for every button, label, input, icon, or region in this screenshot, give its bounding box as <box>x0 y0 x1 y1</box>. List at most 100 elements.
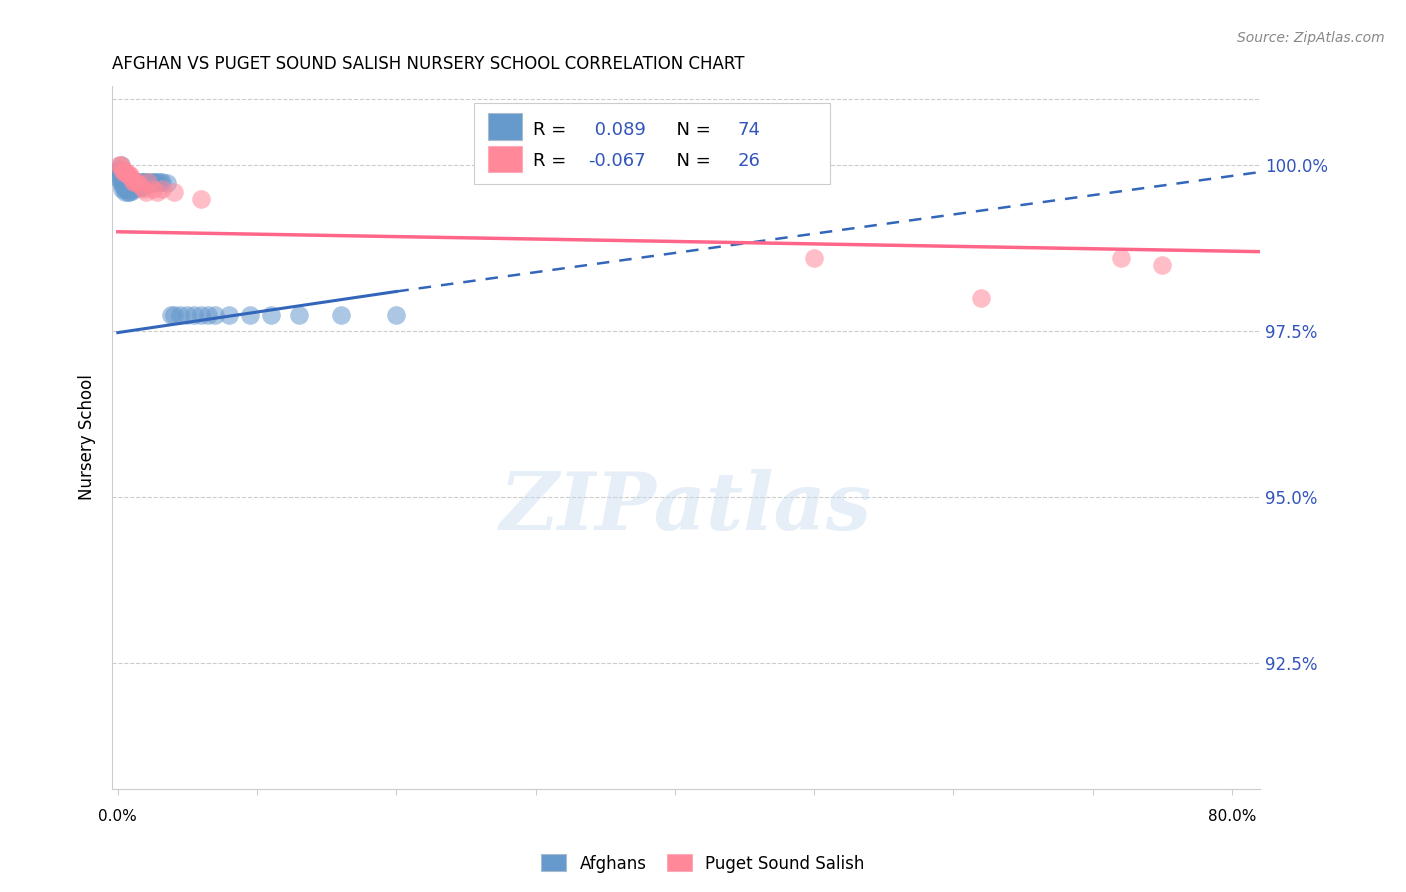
Point <box>121 173 143 187</box>
Text: R =: R = <box>533 152 572 170</box>
Point <box>117 169 139 183</box>
Text: -0.067: -0.067 <box>589 152 647 170</box>
Text: 0.089: 0.089 <box>589 121 645 139</box>
Point <box>110 158 132 172</box>
Point <box>122 181 145 195</box>
Point <box>112 165 135 179</box>
Point <box>128 180 150 194</box>
Point <box>134 175 156 189</box>
Point <box>115 169 138 183</box>
Point <box>132 175 155 189</box>
Point <box>107 165 129 179</box>
Point <box>159 308 181 322</box>
Point <box>138 175 160 189</box>
Point <box>385 308 408 322</box>
Point <box>142 175 165 189</box>
Point <box>190 192 212 206</box>
Point <box>122 175 145 189</box>
Point <box>127 180 149 194</box>
Point <box>115 181 138 195</box>
Point <box>288 308 311 322</box>
Point <box>114 165 136 179</box>
Point <box>111 169 134 183</box>
Text: N =: N = <box>665 152 717 170</box>
Point <box>111 178 134 193</box>
Text: 74: 74 <box>738 121 761 139</box>
Point <box>1109 252 1132 266</box>
Point <box>138 175 160 189</box>
Point <box>142 181 165 195</box>
Text: 26: 26 <box>738 152 761 170</box>
Point <box>146 175 169 189</box>
Point <box>118 169 141 183</box>
Point <box>150 181 173 195</box>
Point <box>125 179 148 194</box>
Y-axis label: Nursery School: Nursery School <box>79 375 96 500</box>
Point <box>146 185 169 199</box>
Text: R =: R = <box>533 121 572 139</box>
Point <box>162 308 184 322</box>
Point <box>131 175 153 189</box>
Point <box>329 308 352 322</box>
Point <box>122 175 145 189</box>
Text: N =: N = <box>665 121 717 139</box>
Point <box>239 308 262 322</box>
Text: 0.0%: 0.0% <box>98 809 138 824</box>
Point <box>1152 258 1174 272</box>
Text: ZIPatlas: ZIPatlas <box>501 469 872 547</box>
Point <box>127 176 149 190</box>
Point <box>120 169 142 183</box>
Point <box>110 175 132 189</box>
Point <box>114 185 136 199</box>
Bar <box>488 145 522 172</box>
Text: 80.0%: 80.0% <box>1208 809 1256 824</box>
Point <box>162 185 184 199</box>
Point <box>112 175 135 189</box>
Point <box>150 175 173 189</box>
Point <box>204 308 226 322</box>
Point <box>118 185 141 199</box>
Point <box>108 158 131 172</box>
Text: Source: ZipAtlas.com: Source: ZipAtlas.com <box>1237 31 1385 45</box>
Point <box>132 179 155 194</box>
Point <box>114 169 136 183</box>
Point <box>218 308 240 322</box>
Point <box>139 176 162 190</box>
Point <box>124 175 146 189</box>
Point <box>970 291 993 305</box>
Point <box>149 175 172 189</box>
Point <box>118 178 141 193</box>
Point <box>108 161 131 176</box>
Point <box>111 171 134 186</box>
Point <box>135 185 157 199</box>
Point <box>176 308 198 322</box>
Point <box>110 165 132 179</box>
Point <box>143 176 166 190</box>
Point <box>117 178 139 193</box>
Point <box>129 178 152 193</box>
Point <box>117 171 139 186</box>
Point <box>129 175 152 189</box>
Point <box>117 185 139 199</box>
Point <box>145 175 167 189</box>
Point <box>169 308 191 322</box>
Point <box>114 175 136 189</box>
Bar <box>474 103 830 185</box>
Point <box>129 179 152 194</box>
Point <box>260 308 283 322</box>
Text: AFGHAN VS PUGET SOUND SALISH NURSERY SCHOOL CORRELATION CHART: AFGHAN VS PUGET SOUND SALISH NURSERY SCH… <box>112 55 745 73</box>
Point <box>111 161 134 176</box>
Point <box>135 175 157 189</box>
Point <box>155 176 177 190</box>
Point <box>141 175 163 189</box>
Point <box>108 171 131 186</box>
Point <box>121 171 143 186</box>
Point <box>803 252 825 266</box>
Point <box>183 308 205 322</box>
Point <box>115 165 138 179</box>
Point <box>115 175 138 189</box>
Point <box>190 308 212 322</box>
Point <box>110 158 132 172</box>
Point <box>121 184 143 198</box>
Point <box>125 175 148 189</box>
